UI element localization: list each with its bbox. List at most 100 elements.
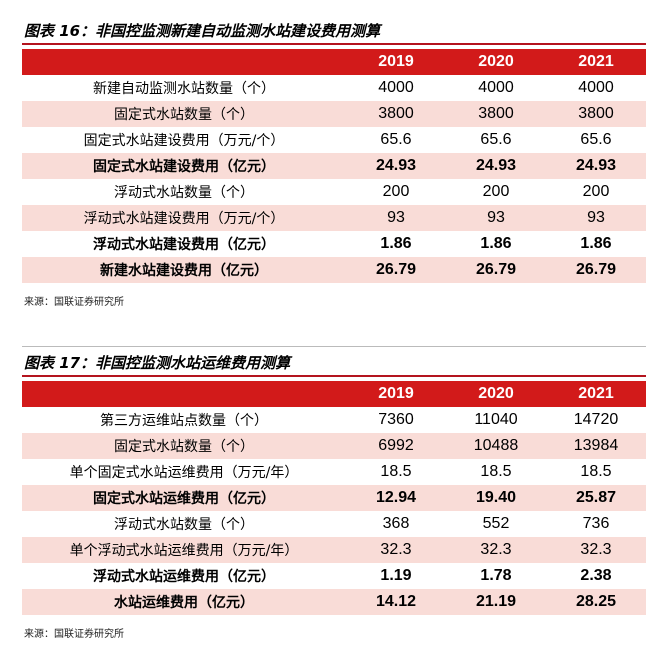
value-cell: 18.5 (580, 463, 612, 480)
table-block-16: 图表 16：非国控监测新建自动监测水站建设费用测算 2019 2020 2021… (22, 19, 646, 283)
header-row: 2019 2020 2021 (22, 49, 646, 75)
table-row: 浮动式水站数量（个） 368 552 736 (22, 511, 646, 537)
operation-cost-table: 2019 2020 2021 第三方运维站点数量（个） 7360 11040 1472… (22, 381, 646, 615)
row-label: 水站运维费用（亿元） (22, 589, 346, 615)
value-cell: 200 (582, 183, 610, 200)
table-row: 单个浮动式水站运维费用（万元/年） 32.3 32.3 32.3 (22, 537, 646, 563)
table-row: 浮动式水站运维费用（亿元） 1.19 1.78 2.38 (22, 563, 646, 589)
value-cell: 26.79 (446, 257, 546, 283)
value-cell: 93 (346, 205, 446, 231)
value-cell: 13984 (546, 433, 646, 459)
value-cell: 4000 (578, 79, 614, 96)
row-label: 固定式水站建设费用（万元/个） (83, 133, 285, 149)
value-cell: 18.5 (480, 463, 512, 480)
value-cell: 200 (482, 183, 510, 200)
row-label: 浮动式水站建设费用（万元/个） (22, 205, 346, 231)
table-block-17: 图表 17：非国控监测水站运维费用测算 2019 2020 2021 第三方运维… (22, 351, 646, 615)
row-label: 单个固定式水站运维费用（万元/年） (69, 465, 299, 481)
value-cell: 1.19 (380, 567, 412, 584)
value-cell: 4000 (378, 79, 414, 96)
value-cell: 552 (482, 515, 510, 532)
header-cell: 2021 (546, 49, 646, 75)
value-cell: 65.6 (380, 131, 412, 148)
table-row: 单个固定式水站运维费用（万元/年） 18.5 18.5 18.5 (22, 459, 646, 485)
value-cell: 25.87 (546, 485, 646, 511)
header-row: 2019 2020 2021 (22, 381, 646, 407)
header-cell: 2021 (546, 381, 646, 407)
table-caption: 图表 17：非国控监测水站运维费用测算 (22, 351, 646, 377)
value-cell: 14.12 (346, 589, 446, 615)
value-cell: 3800 (446, 101, 546, 127)
row-label: 固定式水站运维费用（亿元） (22, 485, 346, 511)
header-cell: 2020 (446, 381, 546, 407)
value-cell: 28.25 (546, 589, 646, 615)
row-label: 浮动式水站运维费用（亿元） (93, 569, 275, 585)
table-row: 固定式水站建设费用（亿元） 24.93 24.93 24.93 (22, 153, 646, 179)
header-cell (22, 381, 346, 407)
source-note: 来源：国联证券研究所 (24, 297, 124, 308)
divider (22, 346, 646, 347)
value-cell: 200 (382, 183, 410, 200)
row-label: 浮动式水站数量（个） (114, 185, 254, 201)
value-cell: 1.86 (580, 235, 612, 252)
value-cell: 3800 (346, 101, 446, 127)
value-cell: 32.3 (346, 537, 446, 563)
value-cell: 14720 (573, 411, 619, 428)
value-cell: 24.93 (546, 153, 646, 179)
row-label: 浮动式水站数量（个） (114, 517, 254, 533)
row-label: 固定式水站数量（个） (22, 101, 346, 127)
row-label: 浮动式水站建设费用（亿元） (93, 237, 275, 253)
table-row: 浮动式水站建设费用（万元/个） 93 93 93 (22, 205, 646, 231)
value-cell: 26.79 (546, 257, 646, 283)
table-row: 水站运维费用（亿元） 14.12 21.19 28.25 (22, 589, 646, 615)
value-cell: 4000 (478, 79, 514, 96)
value-cell: 24.93 (446, 153, 546, 179)
value-cell: 26.79 (346, 257, 446, 283)
value-cell: 10488 (446, 433, 546, 459)
table-caption: 图表 16：非国控监测新建自动监测水站建设费用测算 (22, 19, 646, 45)
row-label: 新建自动监测水站数量（个） (93, 81, 275, 97)
value-cell: 18.5 (380, 463, 412, 480)
value-cell: 1.86 (480, 235, 512, 252)
table-row: 固定式水站运维费用（亿元） 12.94 19.40 25.87 (22, 485, 646, 511)
row-label: 固定式水站数量（个） (22, 433, 346, 459)
source-note: 来源：国联证券研究所 (24, 629, 124, 640)
value-cell: 6992 (346, 433, 446, 459)
header-cell: 2020 (446, 49, 546, 75)
value-cell: 736 (582, 515, 610, 532)
table-row: 固定式水站数量（个） 6992 10488 13984 (22, 433, 646, 459)
value-cell: 2.38 (580, 567, 612, 584)
value-cell: 11040 (474, 411, 518, 428)
value-cell: 93 (546, 205, 646, 231)
header-cell (22, 49, 346, 75)
table-body: 第三方运维站点数量（个） 7360 11040 14720 固定式水站数量（个） 6992… (22, 407, 646, 615)
value-cell: 12.94 (346, 485, 446, 511)
value-cell: 1.86 (380, 235, 412, 252)
row-label: 新建水站建设费用（亿元） (22, 257, 346, 283)
value-cell: 368 (382, 515, 410, 532)
table-row: 浮动式水站数量（个） 200 200 200 (22, 179, 646, 205)
value-cell: 1.78 (480, 567, 512, 584)
table-row: 浮动式水站建设费用（亿元） 1.86 1.86 1.86 (22, 231, 646, 257)
row-label: 固定式水站建设费用（亿元） (22, 153, 346, 179)
table-row: 第三方运维站点数量（个） 7360 11040 14720 (22, 407, 646, 433)
row-label: 单个浮动式水站运维费用（万元/年） (22, 537, 346, 563)
construction-cost-table: 2019 2020 2021 新建自动监测水站数量（个） 4000 4000 4000… (22, 49, 646, 283)
value-cell: 65.6 (480, 131, 512, 148)
value-cell: 21.19 (446, 589, 546, 615)
value-cell: 24.93 (346, 153, 446, 179)
row-label: 第三方运维站点数量（个） (100, 413, 268, 429)
value-cell: 65.6 (580, 131, 612, 148)
header-cell: 2019 (346, 49, 446, 75)
value-cell: 32.3 (446, 537, 546, 563)
value-cell: 3800 (546, 101, 646, 127)
value-cell: 19.40 (446, 485, 546, 511)
value-cell: 32.3 (546, 537, 646, 563)
header-cell: 2019 (346, 381, 446, 407)
table-row: 新建水站建设费用（亿元） 26.79 26.79 26.79 (22, 257, 646, 283)
table-row: 新建自动监测水站数量（个） 4000 4000 4000 (22, 75, 646, 101)
table-row: 固定式水站建设费用（万元/个） 65.6 65.6 65.6 (22, 127, 646, 153)
table-row: 固定式水站数量（个） 3800 3800 3800 (22, 101, 646, 127)
value-cell: 93 (446, 205, 546, 231)
table-body: 新建自动监测水站数量（个） 4000 4000 4000 固定式水站数量（个） 3800 3… (22, 75, 646, 283)
